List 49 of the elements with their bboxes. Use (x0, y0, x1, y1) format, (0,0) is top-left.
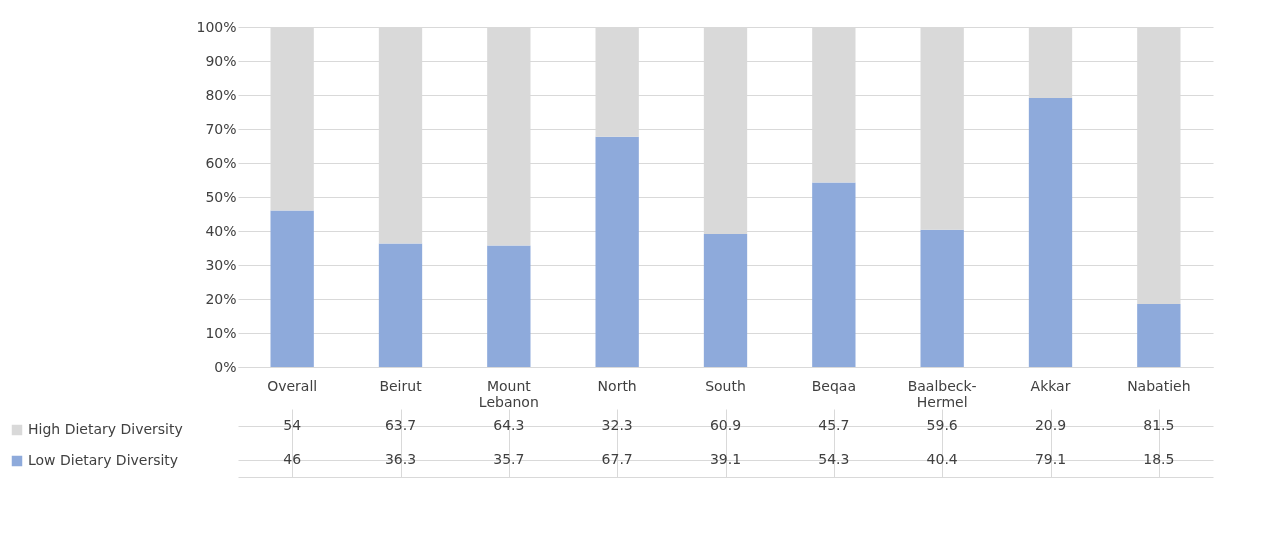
bar (487, 245, 531, 367)
data-label: 35.7 (493, 451, 525, 467)
data-label: 79.1 (1034, 451, 1067, 467)
data-label: 67.7 (601, 451, 633, 467)
data-label: 54 (283, 417, 302, 433)
y-tick-label: 10% (205, 324, 237, 341)
bar (920, 229, 964, 367)
x-tick-label: Overall (267, 377, 318, 394)
y-tick-label: 0% (214, 358, 237, 375)
legend-label: Low Dietary Diversity (28, 452, 179, 468)
bar (270, 210, 314, 367)
data-label: 45.7 (818, 417, 850, 433)
x-tick-label: Baalbeck-Hermel (907, 377, 977, 410)
bar (812, 182, 856, 367)
y-tick-label: 20% (205, 290, 237, 307)
x-tick-label: Beqaa (811, 377, 856, 394)
x-tick-label: Akkar (1030, 377, 1071, 394)
x-tick-label: North (597, 377, 637, 394)
data-label: 63.7 (384, 417, 417, 433)
x-tick-label: Beirut (379, 377, 423, 394)
y-tick-label: 80% (205, 86, 237, 103)
bar (1028, 98, 1073, 367)
data-label: 20.9 (1034, 417, 1067, 433)
data-label: 81.5 (1143, 417, 1175, 433)
y-tick-label: 70% (205, 120, 237, 137)
x-tick-label: South (705, 377, 746, 394)
data-label: 36.3 (384, 451, 417, 467)
y-tick-label: 50% (205, 188, 237, 205)
y-tick-label: 100% (196, 18, 237, 35)
data-label: 40.4 (926, 451, 958, 467)
bar (595, 136, 639, 367)
data-label: 39.1 (709, 451, 742, 467)
bar (378, 243, 423, 367)
x-tick-label: Nabatieh (1127, 377, 1191, 394)
data-label: 64.3 (493, 417, 525, 433)
data-label: 18.5 (1143, 451, 1175, 467)
data-label: 32.3 (601, 417, 633, 433)
bar (1137, 304, 1181, 367)
data-label: 60.9 (709, 417, 742, 433)
legend-label: High Dietary Diversity (28, 421, 183, 437)
data-label: 59.6 (926, 417, 958, 433)
x-tick-label: Mount Lebanon (478, 377, 539, 410)
data-label: 46 (283, 451, 302, 467)
y-tick-label: 30% (205, 256, 237, 273)
y-tick-label: 90% (205, 52, 237, 69)
bar (703, 234, 748, 367)
data-label: 54.3 (818, 451, 850, 467)
y-tick-label: 60% (205, 154, 237, 171)
y-tick-label: 40% (205, 222, 237, 239)
